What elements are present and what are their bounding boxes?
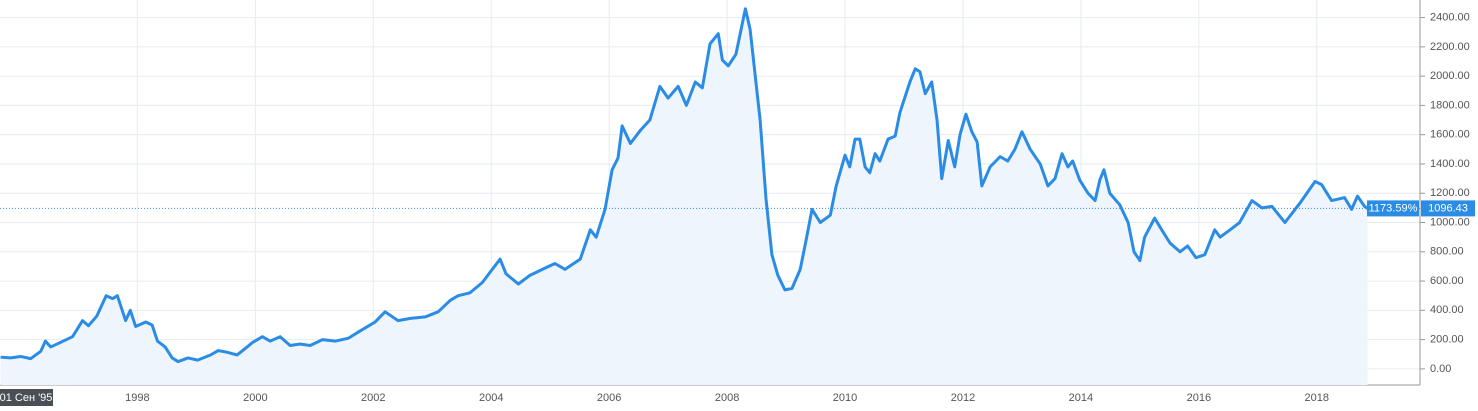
current-value-label: 1096.43 (1428, 202, 1468, 214)
y-tick-label: 2400.00 (1430, 11, 1470, 23)
x-tick-label: 2018 (1305, 392, 1329, 404)
y-tick-label: 1400.00 (1430, 158, 1470, 170)
y-tick-label: 1800.00 (1430, 99, 1470, 111)
y-tick-label: 400.00 (1430, 304, 1464, 316)
y-tick-label: 1200.00 (1430, 187, 1470, 199)
y-tick-label: 800.00 (1430, 246, 1464, 258)
x-tick-label: 2008 (715, 392, 739, 404)
y-tick-label: 0.00 (1430, 363, 1451, 375)
current-value-box (1421, 200, 1475, 217)
y-tick-label: 2000.00 (1430, 70, 1470, 82)
x-tick-label: 2002 (361, 392, 385, 404)
change-label: 1173.59% (1369, 202, 1418, 214)
line (0, 7, 1369, 364)
area (0, 8, 1368, 386)
x-tick-label: 2016 (1187, 392, 1211, 404)
x-tick-label: 1998 (125, 392, 149, 404)
x-tick-label: 2012 (951, 392, 975, 404)
x-tick-label: 2014 (1069, 392, 1093, 404)
y-tick-label: 600.00 (1430, 275, 1464, 287)
y-tick-label: 200.00 (1430, 334, 1464, 346)
x-tick-label: 2000 (243, 392, 267, 404)
y-tick-label: 1000.00 (1430, 216, 1470, 228)
y-tick-label: 2200.00 (1430, 41, 1470, 53)
x-tick-label: 2010 (833, 392, 857, 404)
change-label-box (1367, 200, 1419, 217)
x-tick-label: 2006 (597, 392, 621, 404)
x-tick-label: 2004 (479, 392, 503, 404)
cursor-label: 01 Сен '95 (0, 392, 52, 404)
cursor-label-box (0, 389, 53, 406)
y-tick-label: 1600.00 (1430, 129, 1470, 141)
